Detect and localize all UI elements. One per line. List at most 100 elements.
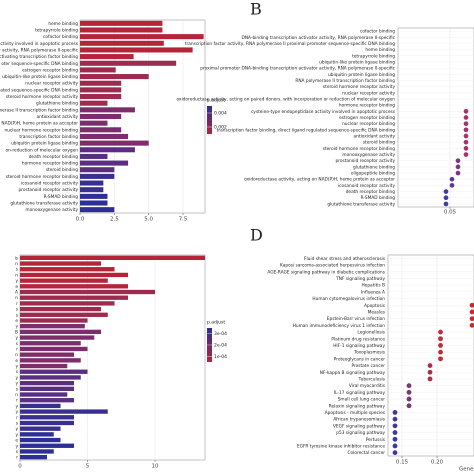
y-tick-label: p53 signaling pathway [336,430,385,436]
dot [455,158,461,164]
y-tick-label: icosanoid receptor activity [21,181,78,187]
y-tick-label: Epstein-Barr virus infection [327,316,386,322]
bar [80,27,163,33]
plot-layer [80,20,204,213]
y-tick-label: hormone receptor binding [339,103,395,109]
bar [20,409,108,414]
y-tick-label: IL-17 signaling pathway [334,390,386,396]
bar [20,352,75,357]
y-tick-label: y [15,376,18,381]
bar [20,369,88,374]
legend-colorbar [207,106,212,134]
bar [20,392,68,397]
y-tick-label: ubiquitin-like protein ligase binding [2,74,78,80]
y-tick-label: R-SMAD binding [44,194,79,200]
y-tick-label: y [15,444,18,449]
bar [80,113,122,120]
y-tick-label: Influenza A [361,289,385,295]
y-tick-label: s [16,308,19,313]
y-tick-label: n [15,262,18,267]
bar [20,335,95,340]
y-tick-label: African trypanosomiasis [333,417,385,423]
panel-label: D [250,226,263,245]
dot [463,152,469,157]
y-tick-label: steroid hormone receptor activity [323,84,396,90]
y-tick-label: EGFR tyrosine kinase inhibitor resistanc… [297,443,385,449]
dot [469,302,474,308]
dot [427,376,433,382]
y-tick-label: r [16,398,18,404]
y-tick-label: glutathione transferase activity [10,201,78,207]
bar [80,67,116,73]
y-tick-label: y [15,382,18,387]
y-tick-label: monooxygenase activity [25,207,78,213]
dot [455,170,461,176]
y-tick-label: s [16,450,19,455]
y-tick-label: oxidoreductase activity, acting on NAD(P… [244,177,395,183]
bar [20,284,129,289]
bar [80,94,122,100]
dot [392,430,398,435]
y-tick-label: cysteine-type endopeptidase activity inv… [251,109,396,115]
y-tick-label: y [15,404,18,409]
bar [20,318,88,323]
bar [80,20,163,26]
y-tick-label: NAD(P)H, heme protein as acceptor [1,121,78,127]
y-tick-label: on-reduction of molecular oxygen [5,147,78,153]
y-tick-label: Proteoglycans in cancer [334,356,386,362]
y-tick-label: s [16,313,19,318]
dot [427,369,433,375]
y-tick-label: cofactor binding [360,29,395,35]
y-tick-label: e [15,285,18,290]
y-tick-label: activity involved in apoptotic process [0,41,79,47]
y-tick-label: ubiquitin-like protein ligase binding [319,59,395,65]
y-tick-label: Toxoplasmosis [353,350,385,356]
y-tick-label: A [15,290,18,296]
y-tick-label: Legionellosis [357,330,385,336]
y-tick-label: r [16,415,18,421]
plot-layer [388,255,474,456]
bar [80,127,122,133]
y-tick-label: y [15,410,18,415]
x-tick-label: 0 [18,464,22,470]
bar [80,100,108,106]
legend-label: 2e-04 [214,343,227,349]
bar [20,437,61,443]
bar [20,295,129,300]
y-tick-label: Prostate cancer [351,363,385,369]
bar [20,341,81,346]
plot-background [19,254,206,461]
bar [20,398,75,403]
y-tick-label: prostanoid receptor activity [18,187,78,193]
y-tick-label: transcription factor binding, direct lig… [217,127,396,133]
y-tick-label: glutathione transferase activity [327,201,395,207]
dot [463,146,469,151]
legend-label: 0.002 [214,125,227,131]
bar [20,261,102,266]
dot [438,349,443,355]
x-tick-label: 5 [86,464,90,470]
dot [463,108,469,114]
y-tick-label: s [16,387,19,392]
legend-title: p.adjust [207,320,225,326]
bar [20,386,75,391]
y-tick-label: Tuberculosis [358,376,386,382]
y-tick-label: Measles [368,309,386,315]
bar [80,133,129,139]
y-tick-label: oter sequence-specific DNA binding [1,61,78,67]
y-tick-label: steroid hormone receptor activity [6,94,79,100]
y-tick-label: steroid hormone receptor binding [6,174,79,180]
y-tick-label: HIF-1 signaling pathway [333,343,385,349]
plot-background [387,254,474,457]
y-tick-label: Platinum drug resistance [331,336,385,342]
y-tick-label: icosanoid receptor activity [338,183,395,189]
bar [80,107,135,113]
dot [406,389,412,395]
bar [80,160,129,166]
y-tick-label: B [15,329,18,335]
y-tick-label: oligopeptide binding [351,171,395,177]
bar [20,329,102,335]
bar [20,301,115,306]
dot [427,363,433,368]
y-tick-label: NF-kappa B signaling pathway [320,370,386,376]
